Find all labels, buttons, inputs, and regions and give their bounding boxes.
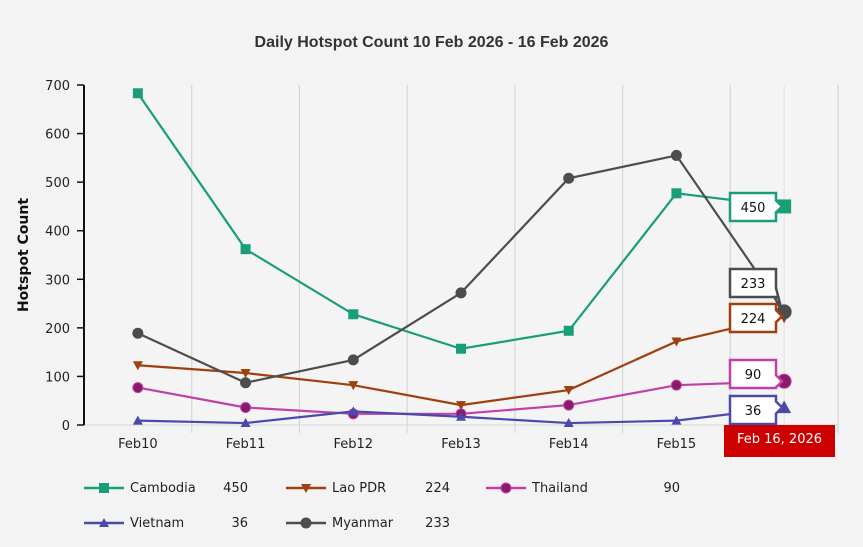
legend-swatch <box>486 482 526 494</box>
y-tick-label: 200 <box>45 322 70 337</box>
callout-box <box>728 358 784 390</box>
data-point <box>240 377 252 389</box>
x-tick-label: Feb13 <box>441 437 481 452</box>
callout-box <box>728 302 784 334</box>
data-point <box>455 287 467 299</box>
legend-marker <box>500 482 512 494</box>
legend-label: Lao PDR <box>332 480 387 496</box>
callout-value: 224 <box>741 312 766 327</box>
data-point <box>670 379 682 391</box>
legend-swatch <box>84 483 124 493</box>
legend-marker <box>300 517 312 529</box>
data-point <box>132 415 143 425</box>
legend-label: Cambodia <box>130 480 196 496</box>
callout-value: 36 <box>745 404 762 419</box>
legend-value: 450 <box>223 480 248 496</box>
data-point <box>671 337 682 347</box>
data-point <box>456 411 466 421</box>
data-point <box>132 382 144 394</box>
y-tick-label: 100 <box>45 370 70 385</box>
callout-lao-pdr: 224 <box>728 302 784 334</box>
data-point <box>348 309 359 320</box>
y-tick-label: 600 <box>45 128 70 143</box>
callout-value: 90 <box>745 368 762 383</box>
legend-swatch <box>286 517 326 529</box>
y-axis-title: Hotspot Count <box>16 198 32 312</box>
legend-item-vietnam[interactable]: Vietnam 36 <box>84 513 274 533</box>
chart-title: Daily Hotspot Count 10 Feb 2026 - 16 Feb… <box>254 34 609 51</box>
highlighted-date-badge: Feb 16, 2026 <box>724 425 835 457</box>
legend-marker <box>99 518 109 527</box>
series-vietnam <box>132 400 792 428</box>
data-point <box>348 406 359 416</box>
y-tick-label: 300 <box>45 273 70 288</box>
callout-cambodia: 450 <box>728 191 784 223</box>
callout-box <box>728 394 784 426</box>
callouts: 450 233 224 90 36 <box>728 191 784 426</box>
data-point <box>348 381 359 391</box>
legend-value: 224 <box>425 480 450 496</box>
data-point <box>240 244 251 255</box>
y-tick-label: 0 <box>62 419 70 434</box>
callout-thailand: 90 <box>728 358 784 390</box>
legend-value: 90 <box>663 480 680 496</box>
data-point <box>671 415 682 425</box>
y-tick-label: 500 <box>45 176 70 191</box>
series-layer <box>132 88 792 428</box>
x-tick-label: Feb11 <box>226 437 266 452</box>
legend-value: 36 <box>231 515 248 531</box>
legend-item-lao-pdr[interactable]: Lao PDR 224 <box>286 478 476 498</box>
legend-value: 233 <box>425 515 450 531</box>
data-point <box>456 401 466 411</box>
data-point <box>671 188 682 199</box>
x-tick-label: Feb15 <box>657 437 697 452</box>
legend-label: Vietnam <box>130 515 185 531</box>
data-point <box>347 354 359 366</box>
callout-vietnam: 36 <box>728 394 784 426</box>
y-tick-label: 700 <box>45 79 70 94</box>
data-point <box>777 199 792 214</box>
y-tick-label: 400 <box>45 225 70 240</box>
data-point <box>240 418 251 428</box>
legend-marker <box>99 483 109 493</box>
data-point <box>563 172 575 184</box>
data-point <box>563 418 574 428</box>
x-tick-label: Feb14 <box>549 437 589 452</box>
plot-area <box>84 85 838 425</box>
callout-value: 233 <box>741 277 766 292</box>
data-point <box>456 343 466 354</box>
grid <box>84 85 839 433</box>
data-point <box>240 369 251 379</box>
data-point <box>132 361 143 371</box>
callout-box <box>728 267 784 313</box>
series-cambodia <box>132 88 792 354</box>
series-myanmar <box>132 149 792 389</box>
callout-myanmar: 233 <box>728 267 784 313</box>
data-point <box>132 327 144 339</box>
x-tick-label: Feb10 <box>118 437 158 452</box>
legend-marker <box>301 484 311 493</box>
legend-label: Myanmar <box>332 515 394 531</box>
data-point <box>563 386 574 396</box>
data-point <box>240 402 252 414</box>
data-point <box>670 149 682 161</box>
legend-swatch <box>84 518 124 527</box>
callout-value: 450 <box>741 201 766 216</box>
legend-item-thailand[interactable]: Thailand 90 <box>486 478 680 498</box>
legend-swatch <box>286 484 326 493</box>
axes: 0 100 200 300 400 500 600 700 Hotspot Count Feb10… <box>16 79 696 452</box>
legend-label: Thailand <box>532 480 588 496</box>
legend-item-cambodia[interactable]: Cambodia 450 <box>84 478 274 498</box>
data-point <box>132 88 143 99</box>
legend-item-myanmar[interactable]: Myanmar 233 <box>286 513 476 533</box>
data-point <box>563 399 575 411</box>
x-tick-label: Feb12 <box>334 437 374 452</box>
callout-box <box>728 191 784 223</box>
data-point <box>563 325 574 336</box>
